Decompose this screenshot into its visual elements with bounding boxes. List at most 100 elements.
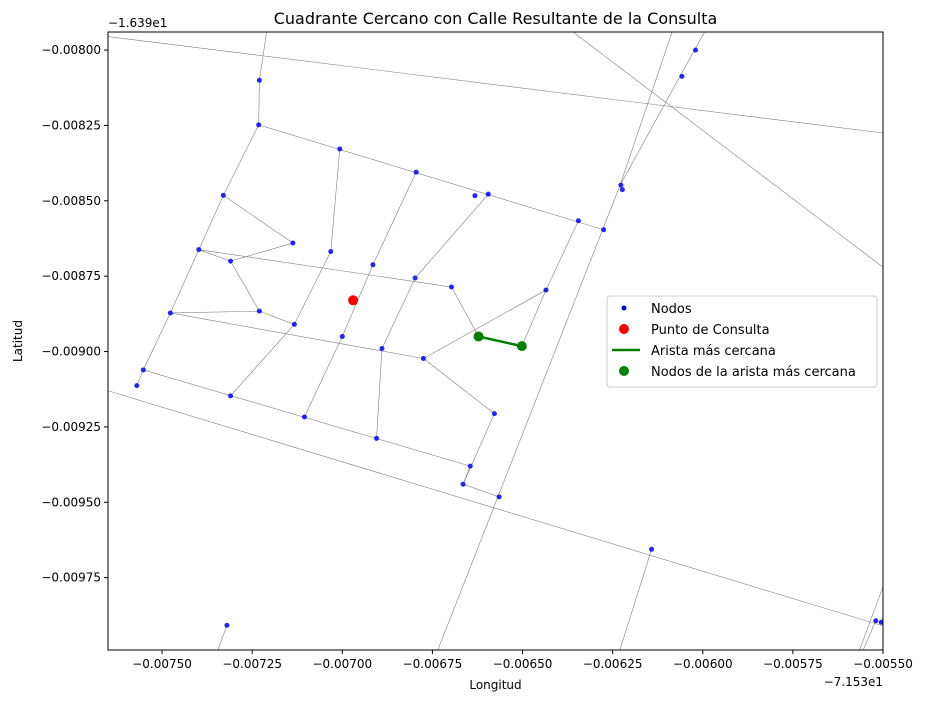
x-tick-label: −0.00675 [403, 657, 463, 671]
node-point [543, 287, 549, 293]
street-edge [414, 193, 489, 279]
y-tick-label: −0.00950 [41, 495, 101, 509]
street-edge [619, 549, 652, 650]
street-edge [545, 220, 579, 291]
legend-label: Nodos de la arista más cercana [651, 365, 856, 380]
node-point [370, 262, 376, 268]
y-tick-label: −0.00875 [41, 269, 101, 283]
node-point [873, 618, 879, 624]
node-point [649, 546, 655, 552]
y-tick-label: −0.00850 [41, 194, 101, 208]
y-axis-label: Latitud [11, 320, 25, 362]
node-point [420, 355, 426, 361]
street-edge [108, 390, 883, 627]
street-edge [108, 36, 883, 134]
x-axis-label: Longitud [469, 678, 521, 692]
street-edge [170, 310, 260, 314]
y-tick-label: −0.00975 [41, 571, 101, 585]
node-point [140, 367, 146, 373]
node-point [601, 227, 607, 233]
node-point [256, 77, 262, 83]
node-point [449, 284, 455, 290]
street-edge [451, 286, 479, 337]
node-point [220, 192, 226, 198]
node-point [256, 122, 262, 128]
street-edge [230, 260, 260, 312]
street-edge [198, 249, 452, 288]
x-axis-ticks: −0.00750 −0.00725 −0.00700 −0.00675 −0.00650… [132, 650, 913, 671]
node-point [301, 414, 307, 420]
node-point [679, 73, 685, 79]
street-edge [680, 32, 705, 75]
x-tick-label: −0.00600 [673, 657, 733, 671]
legend: Nodos Punto de Consulta Arista más cercana… [606, 295, 878, 388]
street-edge [304, 336, 343, 418]
street-edge [143, 369, 471, 467]
node-point [693, 47, 699, 53]
street-edge [859, 586, 883, 650]
node-point [496, 494, 502, 500]
node-point [224, 622, 230, 628]
street-edge [619, 74, 682, 186]
x-tick-label: −0.00750 [132, 657, 192, 671]
legend-label: Punto de Consulta [651, 323, 770, 338]
legend-label: Arista más cercana [651, 344, 776, 359]
street-edge [437, 185, 621, 650]
street-edges [108, 32, 883, 650]
x-tick-label: −0.00700 [312, 657, 372, 671]
node-point [472, 193, 478, 199]
street-edge [258, 124, 604, 231]
street-edge [862, 620, 877, 650]
node-point [374, 435, 380, 441]
street-edge [423, 289, 547, 359]
node-point [379, 346, 385, 352]
y-offset-label: −1.639e1 [108, 16, 167, 30]
x-tick-label: −0.00625 [583, 657, 643, 671]
node-point [291, 321, 297, 327]
chart-marks [134, 47, 883, 628]
nearest-edge-node [473, 331, 484, 342]
node-point [467, 463, 473, 469]
street-edge [330, 148, 341, 252]
y-axis-ticks: −0.00800 −0.00825 −0.00850 −0.00875 −0.00900… [41, 43, 108, 585]
x-offset-label: −7.153e1 [824, 675, 883, 689]
y-tick-label: −0.00900 [41, 345, 101, 359]
x-tick-label: −0.00650 [493, 657, 553, 671]
street-edge [223, 124, 259, 196]
street-edge [259, 32, 267, 81]
node-point [228, 258, 234, 264]
street-edge [136, 369, 144, 386]
node-point [413, 169, 419, 175]
node-point [167, 310, 173, 316]
node-point [134, 383, 140, 389]
street-edge [198, 249, 231, 262]
street-edge [223, 195, 294, 244]
node-point [412, 275, 418, 281]
street-edge [619, 32, 673, 186]
chart-title: Cuadrante Cercano con Calle Resultante d… [274, 9, 718, 28]
street-edge [170, 249, 200, 314]
x-tick-label: −0.00575 [763, 657, 823, 671]
node-point [485, 191, 491, 197]
x-tick-label: −0.00550 [853, 657, 913, 671]
legend-marker-nodes [621, 305, 627, 311]
street-edge [376, 348, 383, 439]
legend-label: Nodos [651, 302, 692, 317]
street-edge [521, 289, 547, 347]
legend-items: Nodos Punto de Consulta Arista más cercana… [612, 302, 856, 380]
street-edge [294, 251, 332, 325]
node-point [256, 308, 262, 314]
node-point [618, 182, 624, 188]
node-point [575, 218, 581, 224]
legend-marker-edge-nodes [619, 366, 629, 376]
street-edge [372, 172, 417, 265]
node-point [339, 333, 345, 339]
node-point [491, 411, 497, 417]
street-edge [258, 80, 260, 125]
node-point [196, 247, 202, 253]
node-point [337, 146, 343, 152]
street-edge [217, 625, 228, 650]
plot-frame [107, 31, 884, 651]
y-tick-label: −0.00825 [41, 118, 101, 132]
